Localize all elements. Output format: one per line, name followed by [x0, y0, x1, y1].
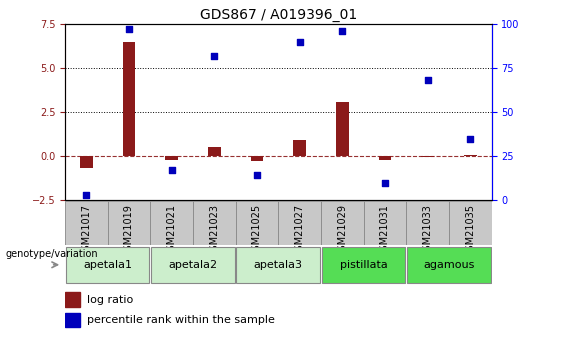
Bar [237, 247, 320, 283]
Bar [65, 313, 80, 327]
Bar [165, 156, 178, 160]
Bar [379, 156, 392, 160]
Point [466, 136, 475, 141]
Bar [66, 247, 149, 283]
Bar [279, 200, 321, 245]
Bar [406, 200, 449, 245]
Bar [407, 247, 490, 283]
Point [167, 167, 176, 173]
Bar [336, 101, 349, 156]
Bar [193, 200, 236, 245]
Bar [236, 200, 278, 245]
Bar [80, 156, 93, 168]
Text: GSM21023: GSM21023 [209, 204, 219, 257]
Title: GDS867 / A019396_01: GDS867 / A019396_01 [199, 8, 357, 22]
Bar [449, 200, 492, 245]
Text: percentile rank within the sample: percentile rank within the sample [87, 315, 275, 325]
Text: pistillata: pistillata [340, 260, 388, 270]
Text: GSM21021: GSM21021 [167, 204, 177, 257]
Point [253, 173, 262, 178]
Point [423, 78, 432, 83]
Bar [321, 200, 364, 245]
Text: GSM21025: GSM21025 [252, 204, 262, 257]
Text: GSM21027: GSM21027 [294, 204, 305, 257]
Point [82, 192, 91, 198]
Bar [107, 200, 150, 245]
Bar [151, 247, 234, 283]
Bar [250, 156, 263, 160]
Point [338, 28, 347, 34]
Text: GSM21031: GSM21031 [380, 204, 390, 257]
Bar [65, 200, 107, 245]
Text: log ratio: log ratio [87, 295, 133, 305]
Text: apetala3: apetala3 [254, 260, 303, 270]
Bar [464, 155, 477, 156]
Point [295, 39, 304, 45]
Point [380, 180, 389, 185]
Bar [293, 140, 306, 156]
Point [124, 27, 133, 32]
Text: GSM21029: GSM21029 [337, 204, 347, 257]
Bar [150, 200, 193, 245]
Text: GSM21017: GSM21017 [81, 204, 92, 257]
Text: agamous: agamous [423, 260, 475, 270]
Text: GSM21033: GSM21033 [423, 204, 433, 257]
Bar [421, 156, 434, 157]
Bar [322, 247, 405, 283]
Bar [364, 200, 406, 245]
Text: GSM21019: GSM21019 [124, 204, 134, 257]
Bar [208, 147, 221, 156]
Point [210, 53, 219, 59]
Text: apetala1: apetala1 [83, 260, 132, 270]
Text: GSM21035: GSM21035 [465, 204, 475, 257]
Bar [65, 292, 80, 307]
Bar [123, 42, 136, 156]
Text: apetala2: apetala2 [168, 260, 218, 270]
Text: genotype/variation: genotype/variation [6, 249, 98, 259]
